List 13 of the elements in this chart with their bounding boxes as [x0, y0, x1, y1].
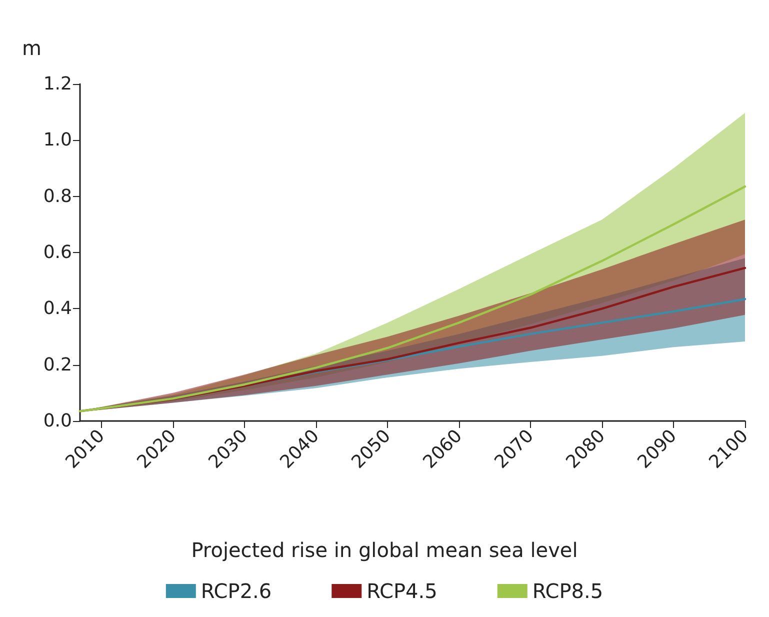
legend-title: Projected rise in global mean sea level: [191, 538, 578, 562]
y-axis-title: m: [22, 36, 42, 60]
y-tick-label: 0.4: [43, 298, 72, 320]
legend-label: RCP8.5: [532, 579, 604, 603]
legend-label: RCP2.6: [200, 579, 272, 603]
y-tick-label: 0.6: [43, 242, 72, 263]
line-series: [78, 185, 746, 412]
y-tick-label: 1.0: [43, 130, 72, 151]
legend-label: RCP4.5: [366, 579, 438, 603]
y-tick-label: 0.8: [43, 186, 72, 207]
y-tick-label: 0.2: [43, 354, 72, 376]
y-tick-label: 1.2: [43, 74, 72, 94]
y-tick-label: 0.0: [43, 410, 72, 432]
